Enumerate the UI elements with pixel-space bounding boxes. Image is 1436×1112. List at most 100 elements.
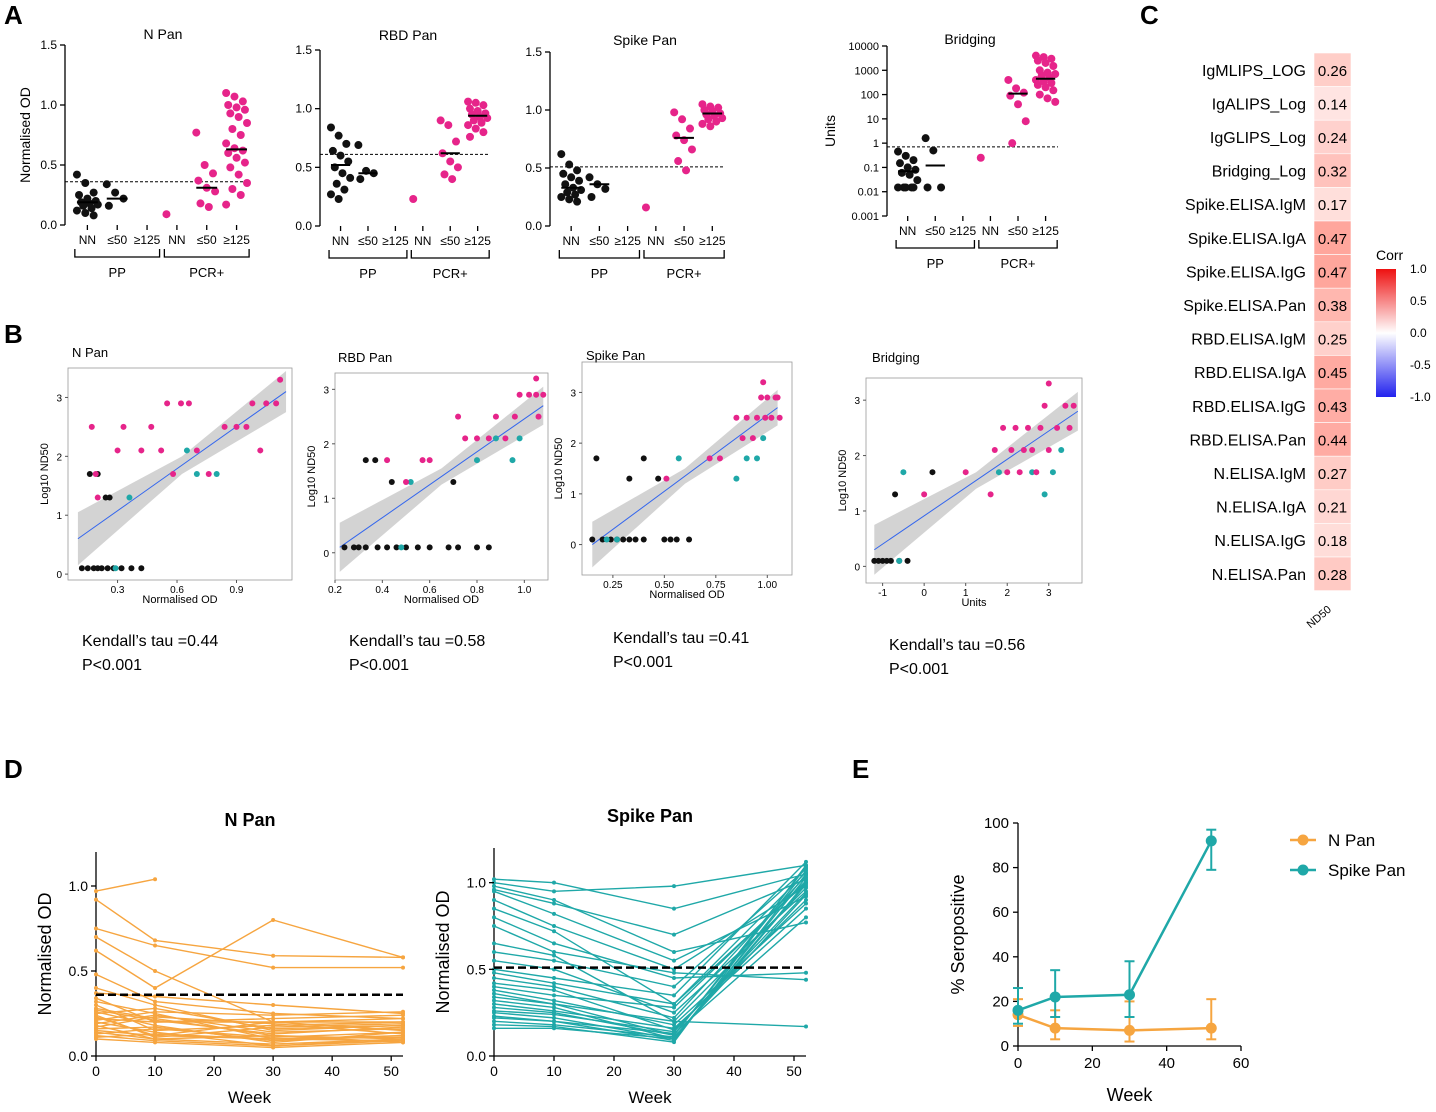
- series-point: [492, 889, 496, 894]
- data-point: [326, 123, 335, 132]
- series-point: [552, 941, 556, 946]
- data-point: [238, 146, 247, 155]
- x-tick-label: -1: [878, 588, 887, 599]
- series-point: [492, 898, 496, 902]
- data-point: [879, 557, 886, 564]
- data-point: [414, 544, 421, 551]
- panel-d-n-pan: N Pan 0 10 20 30 40 50 0.0 0.5 1.0 Week Normalised …: [35, 810, 405, 1107]
- data-point: [193, 447, 200, 454]
- data-point: [571, 190, 580, 199]
- y-axis-label: Log10 ND50: [553, 438, 565, 500]
- panel-a-spike-pan: Spike Pan 0.0 0.5 1.0 1.5 NN ≤50 ≥125 NN ≤50 ≥125 P…: [525, 32, 727, 281]
- data-point: [492, 413, 499, 420]
- series-point: [552, 924, 556, 928]
- y-tick-label: 3: [854, 396, 860, 407]
- p-value-text: P<0.001: [349, 657, 409, 674]
- series-point: [552, 929, 556, 934]
- data-point: [535, 413, 542, 420]
- data-point: [557, 193, 566, 201]
- heatmap-value: 0.45: [1318, 365, 1347, 382]
- legend-tick-label: 0.0: [1410, 326, 1427, 340]
- x-axis-label: Week: [1107, 1085, 1154, 1105]
- series-point: [492, 1026, 496, 1031]
- data-point: [1045, 447, 1052, 454]
- data-point: [526, 391, 533, 398]
- row-label: RBD.ELISA.IgA: [1194, 365, 1306, 382]
- data-point: [94, 494, 101, 501]
- series-point: [401, 1025, 405, 1030]
- data-point: [718, 114, 727, 123]
- data-point: [733, 414, 740, 421]
- data-point: [236, 191, 245, 199]
- series-point: [672, 976, 676, 980]
- series-point: [153, 1014, 158, 1019]
- data-point: [573, 197, 582, 206]
- data-point: [909, 156, 918, 165]
- series-point: [271, 1037, 276, 1041]
- category-label: ≥125: [382, 234, 409, 248]
- series-line: [493, 894, 807, 1038]
- data-point: [477, 118, 486, 127]
- data-point: [904, 557, 911, 564]
- heatmap-value: 0.47: [1318, 231, 1347, 248]
- data-point: [607, 536, 614, 543]
- series-point: [1205, 1022, 1217, 1034]
- x-tick-label: 50: [383, 1063, 399, 1079]
- y-axis-label: Normalised OD: [35, 892, 55, 1015]
- category-label: ≤50: [197, 233, 217, 247]
- series-point: [492, 998, 496, 1003]
- data-point: [75, 191, 84, 199]
- data-point: [453, 163, 462, 172]
- data-point: [1008, 139, 1017, 148]
- data-point: [764, 394, 771, 401]
- data-point: [492, 435, 499, 442]
- row-label: N.ELISA.IgM: [1214, 466, 1306, 483]
- y-tick-label: 100: [984, 815, 1009, 832]
- data-point: [1008, 447, 1015, 454]
- group-label: PP: [927, 256, 944, 271]
- series-point: [492, 941, 496, 946]
- data-point: [474, 544, 480, 551]
- heatmap-value: 0.47: [1318, 264, 1347, 281]
- group-bracket: [410, 250, 490, 259]
- confidence-band: [592, 389, 778, 568]
- x-tick-label: 0.25: [603, 580, 623, 591]
- data-point: [158, 447, 165, 454]
- data-point: [686, 536, 693, 543]
- y-tick-label: 3: [56, 393, 62, 404]
- heatmap-cell: [1313, 422, 1352, 457]
- regression-line: [77, 391, 287, 540]
- series-point: [552, 993, 556, 998]
- data-point: [273, 400, 280, 407]
- data-point: [263, 400, 270, 407]
- series-point: [804, 898, 808, 902]
- series-point: [492, 1022, 496, 1027]
- y-tick-label: 0.01: [858, 187, 879, 199]
- data-point: [464, 121, 473, 130]
- data-point: [509, 457, 516, 464]
- series-point: [552, 950, 556, 954]
- data-point: [1033, 80, 1042, 89]
- series-point: [94, 1037, 98, 1041]
- data-point: [112, 565, 119, 572]
- data-point: [162, 210, 171, 219]
- data-point: [196, 199, 205, 208]
- series-point: [94, 1025, 98, 1030]
- category-label: ≤50: [589, 234, 609, 248]
- row-label: Bridging_Log: [1212, 164, 1306, 181]
- heatmap-cell: [1313, 153, 1352, 188]
- panel-a-rbd-pan: RBD Pan 0.0 0.5 1.0 1.5 NN ≤50 ≥125 NN ≤50 ≥125 PP P…: [295, 27, 491, 281]
- data-point: [234, 170, 243, 179]
- data-point: [962, 469, 969, 476]
- x-tick-label: 2: [1004, 588, 1010, 599]
- data-point: [436, 116, 445, 125]
- x-tick-label: 0.6: [170, 585, 184, 596]
- row-label: N.ELISA.Pan: [1212, 567, 1306, 584]
- data-point: [114, 447, 121, 454]
- series-point: [492, 981, 496, 986]
- x-tick-label: 1.00: [758, 580, 778, 591]
- y-tick-label: 2: [323, 440, 329, 451]
- data-point: [224, 101, 233, 109]
- y-tick-label: 0.5: [467, 961, 487, 977]
- group-bracket: [895, 240, 976, 249]
